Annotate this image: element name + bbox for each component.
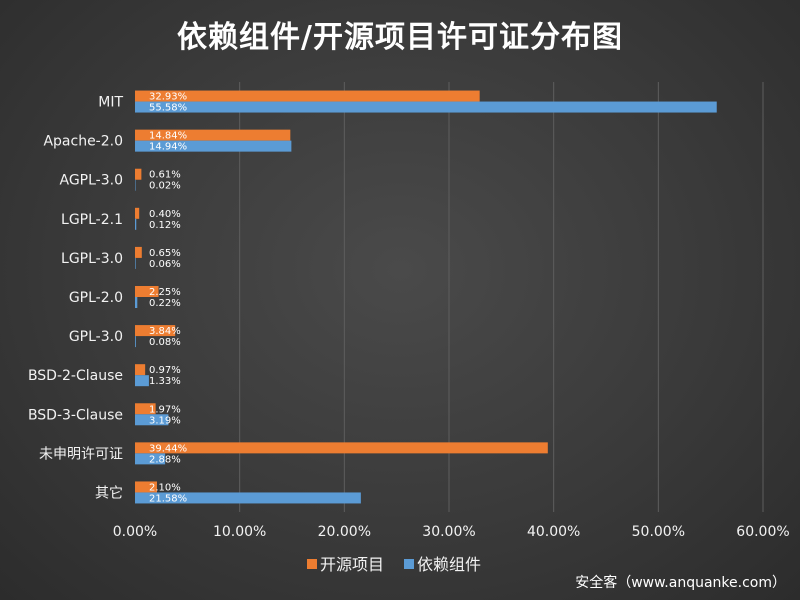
data-label: 0.97% [149, 365, 181, 376]
bar-open-source-project [135, 90, 480, 102]
x-tick-label: 0.00% [113, 524, 157, 540]
bar-dependency-component [135, 140, 292, 152]
data-label: 0.06% [149, 259, 181, 270]
y-category-label: 未申明许可证 [39, 446, 123, 462]
y-category-label: MIT [98, 95, 123, 111]
bar-dependency-component [135, 179, 136, 191]
bar-open-source-project [135, 364, 146, 376]
data-label: 1.97% [149, 404, 181, 415]
data-label: 0.02% [149, 181, 181, 192]
data-label: 21.58% [149, 493, 187, 504]
bar-dependency-component [135, 492, 361, 504]
x-tick-label: 10.00% [213, 524, 266, 540]
x-tick-label: 50.00% [632, 524, 685, 540]
bar-open-source-project [135, 207, 140, 219]
data-label: 32.93% [149, 92, 187, 103]
legend-swatch [404, 559, 414, 569]
bar-open-source-project [135, 442, 548, 454]
data-label: 14.84% [149, 131, 187, 142]
bar-dependency-component [135, 218, 137, 230]
data-label: 2.88% [149, 454, 181, 465]
data-label: 0.08% [149, 337, 181, 348]
legend-label: 开源项目 [320, 555, 384, 574]
x-tick-label: 60.00% [736, 524, 789, 540]
bar-dependency-component [135, 336, 136, 348]
bar-open-source-project [135, 168, 142, 180]
bar-dependency-component [135, 375, 149, 387]
data-label: 1.33% [149, 376, 181, 387]
data-label: 0.12% [149, 220, 181, 231]
y-category-label: LGPL-2.1 [61, 212, 123, 228]
bar-dependency-component [135, 257, 136, 269]
data-label: 0.61% [149, 170, 181, 181]
chart-title: 依赖组件/开源项目许可证分布图 [177, 20, 623, 55]
data-label: 55.58% [149, 103, 187, 114]
data-label: 39.44% [149, 443, 187, 454]
footer-credit: 安全客（www.anquanke.com） [575, 575, 786, 591]
data-label: 0.40% [149, 209, 181, 220]
y-category-label: BSD-3-Clause [28, 407, 123, 423]
data-label: 0.22% [149, 298, 181, 309]
bar-dependency-component [135, 101, 717, 113]
data-label: 2.10% [149, 482, 181, 493]
data-label: 3.19% [149, 415, 181, 426]
x-tick-label: 20.00% [318, 524, 371, 540]
y-category-label: 其它 [95, 484, 123, 501]
y-category-label: GPL-3.0 [69, 329, 123, 345]
bar-open-source-project [135, 325, 176, 337]
bar-open-source-project [135, 403, 156, 415]
bar-open-source-project [135, 129, 291, 141]
x-tick-label: 30.00% [422, 524, 475, 540]
data-label: 3.84% [149, 326, 181, 337]
legend-swatch [307, 559, 317, 569]
data-label: 2.25% [149, 287, 181, 298]
bar-dependency-component [135, 453, 166, 465]
bar-dependency-component [135, 414, 169, 426]
data-label: 14.94% [149, 142, 187, 153]
y-category-label: Apache-2.0 [43, 134, 123, 150]
bar-open-source-project [135, 246, 142, 258]
y-category-label: AGPL-3.0 [60, 173, 124, 189]
bar-dependency-component [135, 297, 138, 308]
legend-label: 依赖组件 [417, 555, 481, 574]
y-category-label: GPL-2.0 [69, 290, 123, 306]
bar-open-source-project [135, 286, 159, 297]
bar-open-source-project [135, 481, 157, 493]
x-tick-label: 40.00% [527, 524, 580, 540]
data-label: 0.65% [149, 248, 181, 259]
y-category-label: BSD-2-Clause [28, 368, 123, 384]
y-category-label: LGPL-3.0 [61, 251, 123, 267]
